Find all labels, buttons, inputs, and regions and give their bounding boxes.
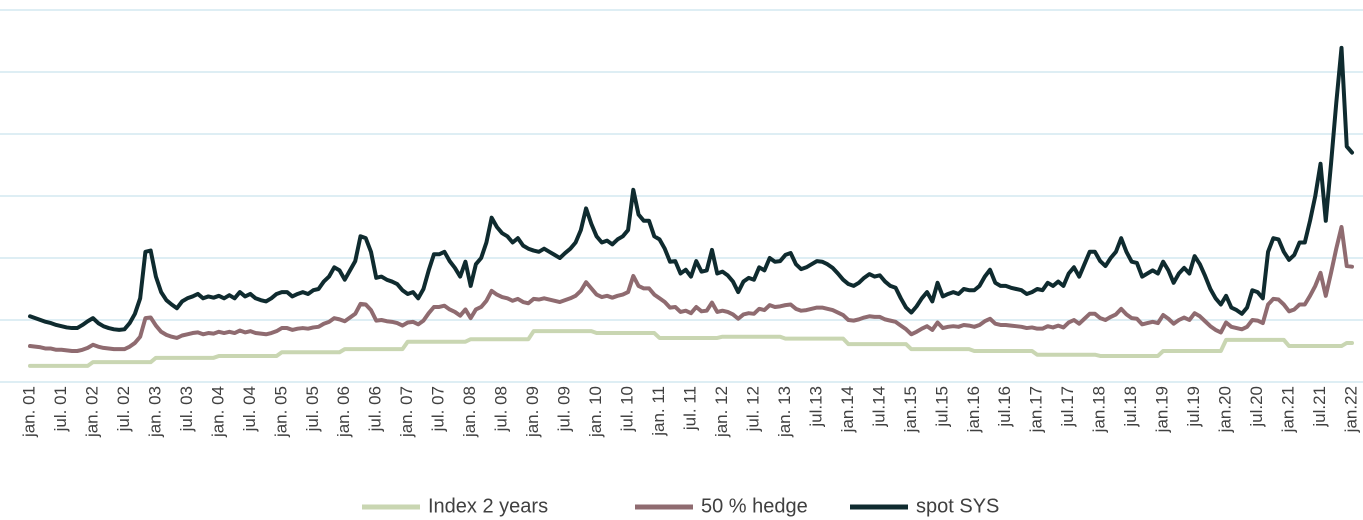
x-tick-label: jul.16: [995, 386, 1014, 428]
x-tick-label: jan. 13: [775, 386, 794, 438]
x-tick-label: jul. 12: [743, 386, 762, 432]
series-line: [28, 225, 1354, 353]
x-tick-label: jul. 06: [366, 386, 385, 432]
x-tick-label: jan. 06: [334, 386, 353, 438]
x-tick-label: jan. 03: [145, 386, 164, 438]
x-tick-label: jan. 05: [271, 386, 290, 438]
x-tick-label: jul.17: [1058, 386, 1077, 428]
series-line: [28, 329, 1354, 368]
series-line: [28, 45, 1354, 332]
x-tick-label: jan. 04: [208, 386, 227, 438]
x-tick-label: jul.18: [1121, 386, 1140, 428]
x-tick-label: jul.15: [932, 386, 951, 428]
x-tick-label: jul. 09: [555, 386, 574, 432]
x-tick-label: jan.15: [901, 386, 920, 433]
x-tick-label: jul. 02: [114, 386, 133, 432]
x-tick-label: jan. 10: [586, 386, 605, 438]
legend-label: Index 2 years: [428, 495, 548, 517]
x-tick-label: jul.20: [1247, 386, 1266, 428]
x-tick-label: jan. 02: [82, 386, 101, 438]
x-tick-label: jan. 01: [19, 386, 38, 438]
x-tick-label: jan. 08: [460, 386, 479, 438]
x-tick-label: jan.22: [1341, 386, 1360, 433]
x-tick-label: jan. 11: [649, 386, 668, 437]
x-tick-label: jan.16: [964, 386, 983, 433]
x-tick-label: jan.21: [1279, 386, 1298, 433]
x-tick-label: jul. 08: [492, 386, 511, 432]
x-tick-label: jul. 05: [303, 386, 322, 432]
x-tick-label: jan.20: [1216, 386, 1235, 433]
x-tick-label: jul. 07: [429, 386, 448, 432]
x-tick-label: jan. 07: [397, 386, 416, 438]
x-tick-label: jan.14: [838, 386, 857, 433]
x-tick-label: jul.14: [869, 386, 888, 428]
legend-label: 50 % hedge: [701, 495, 808, 517]
x-tick-label: jul. 04: [240, 386, 259, 432]
legend-label: spot SYS: [916, 495, 999, 517]
x-tick-label: jan.19: [1153, 386, 1172, 433]
x-tick-label: jan.17: [1027, 386, 1046, 433]
x-tick-label: jul.21: [1310, 386, 1329, 428]
x-tick-label: jul.13: [806, 386, 825, 428]
x-tick-label: jul. 03: [177, 386, 196, 432]
x-tick-label: jul. 10: [618, 386, 637, 432]
x-tick-label: jan. 09: [523, 386, 542, 438]
x-tick-label: jul. 01: [51, 386, 70, 432]
x-tick-label: jul. 11: [680, 386, 699, 431]
x-tick-label: jan.18: [1090, 386, 1109, 433]
x-tick-label: jul.19: [1184, 386, 1203, 428]
x-tick-label: jan. 12: [712, 386, 731, 438]
